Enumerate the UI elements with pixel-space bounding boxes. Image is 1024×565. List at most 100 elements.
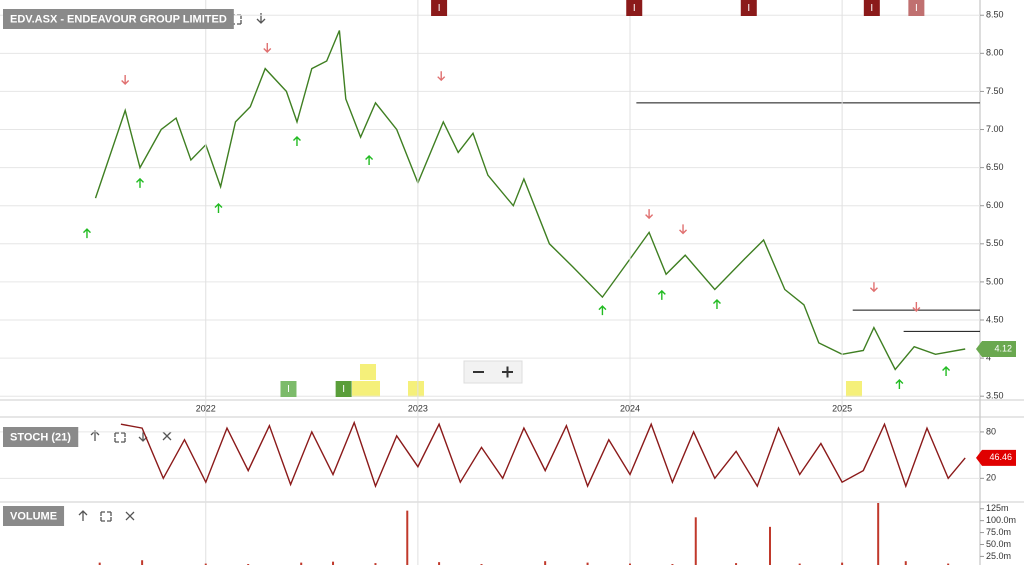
- current-tag: [976, 340, 1016, 357]
- y-tick-label: 4.50: [986, 314, 1004, 324]
- event-marker[interactable]: [740, 0, 757, 16]
- event-marker[interactable]: [335, 381, 352, 397]
- signal-arrow: [121, 75, 130, 85]
- current-label: 46.46: [989, 452, 1012, 462]
- volume-bar: [586, 562, 589, 565]
- pencil-marker[interactable]: [352, 381, 380, 397]
- event-marker[interactable]: [863, 0, 880, 16]
- pencil-marker[interactable]: [408, 381, 424, 397]
- volume-bar: [798, 563, 801, 565]
- zoom-controls: [463, 360, 523, 384]
- volume-bar: [735, 563, 738, 565]
- volume-bar: [332, 561, 335, 565]
- event-label: I: [633, 3, 636, 14]
- pencil-marker[interactable]: [846, 381, 862, 397]
- signal-arrow: [712, 299, 721, 309]
- signal-arrow: [437, 71, 446, 82]
- y-tick-label: 6.00: [986, 200, 1004, 210]
- signal-arrow: [912, 302, 921, 313]
- y-tick-label: 7.00: [986, 124, 1004, 134]
- panel-title: EDV.ASX - ENDEAVOUR GROUP LIMITED: [10, 13, 227, 25]
- signal-arrow: [598, 305, 607, 316]
- panel-title-box: [3, 9, 234, 29]
- volume-bar: [877, 503, 880, 565]
- event-label: I: [438, 3, 441, 14]
- panel: [98, 503, 950, 565]
- signal-arrow: [136, 177, 144, 188]
- drawing-markers: [352, 364, 862, 397]
- x-tick-label: 2023: [408, 403, 428, 413]
- volume-bar: [204, 563, 207, 565]
- signal-arrow: [292, 135, 301, 146]
- y-tick-label: 125m: [986, 503, 1009, 513]
- volume-bar: [374, 563, 377, 565]
- event-label: I: [915, 3, 918, 14]
- y-tick-label: 8.50: [986, 10, 1004, 20]
- panel-title-box: [3, 427, 79, 447]
- event-marker[interactable]: [626, 0, 643, 16]
- y-tick-label: 4: [986, 352, 991, 362]
- panel-icons: [78, 13, 266, 522]
- volume-bar: [947, 563, 950, 565]
- signal-arrow: [214, 203, 223, 213]
- y-tick-label: 6.50: [986, 162, 1004, 172]
- panel-title-box: [3, 506, 65, 526]
- event-label: I: [747, 3, 750, 14]
- volume-bar: [406, 510, 409, 565]
- zoom-box: [463, 360, 523, 384]
- volume-bar: [904, 561, 907, 565]
- current-tag: [976, 449, 1016, 466]
- expand-icon[interactable]: [114, 432, 126, 443]
- event-label: I: [287, 384, 290, 395]
- signal-arrow: [895, 379, 904, 389]
- volume-bar: [98, 562, 101, 565]
- volume-bar: [438, 562, 441, 565]
- signal-arrow: [657, 289, 666, 300]
- volume-bar: [544, 561, 547, 565]
- signal-arrow: [679, 224, 688, 235]
- y-tick-label: 50.0m: [986, 539, 1011, 549]
- up-icon[interactable]: [78, 510, 88, 521]
- signal-arrow: [942, 366, 951, 377]
- x-tick-label: 2024: [620, 403, 640, 413]
- y-tick-label: 8.00: [986, 48, 1004, 58]
- panel: [0, 420, 980, 489]
- signal-arrow: [645, 209, 654, 220]
- y-tick-label: 20: [986, 473, 996, 483]
- panel-title: VOLUME: [10, 510, 57, 522]
- event-label: I: [870, 3, 873, 14]
- signal-arrow: [365, 155, 374, 165]
- expand-icon[interactable]: [100, 511, 112, 522]
- volume-bar: [769, 526, 771, 565]
- data-line: [94, 30, 966, 371]
- y-tick-label: 100.0m: [986, 515, 1016, 525]
- up-icon[interactable]: [90, 430, 100, 441]
- y-tick-label: 5.00: [986, 276, 1004, 286]
- x-tick-label: 2025: [832, 403, 852, 413]
- volume-bar: [841, 562, 844, 565]
- close-icon[interactable]: [162, 431, 172, 441]
- signal-arrow: [263, 43, 272, 53]
- volume-bar: [629, 563, 631, 565]
- x-tick-label: 2022: [196, 403, 216, 413]
- volume-bar: [300, 562, 303, 565]
- y-tick-label: 25.0m: [986, 551, 1011, 561]
- y-tick-label: 3.50: [986, 391, 1004, 401]
- close-icon[interactable]: [125, 511, 135, 521]
- current-label: 4.12: [994, 343, 1012, 353]
- y-tick-label: 7.50: [986, 86, 1004, 96]
- event-label: I: [342, 384, 345, 395]
- y-tick-label: 75.0m: [986, 527, 1011, 537]
- data-line: [120, 420, 966, 489]
- signal-arrow: [82, 228, 91, 239]
- signal-arrow: [869, 282, 878, 293]
- panel-title: STOCH (21): [10, 431, 71, 443]
- down-icon[interactable]: [256, 13, 266, 24]
- pencil-marker[interactable]: [360, 364, 376, 380]
- event-marker[interactable]: [280, 381, 297, 397]
- event-marker[interactable]: [908, 0, 925, 16]
- event-marker[interactable]: [431, 0, 448, 16]
- y-tick-label: 5.50: [986, 238, 1004, 248]
